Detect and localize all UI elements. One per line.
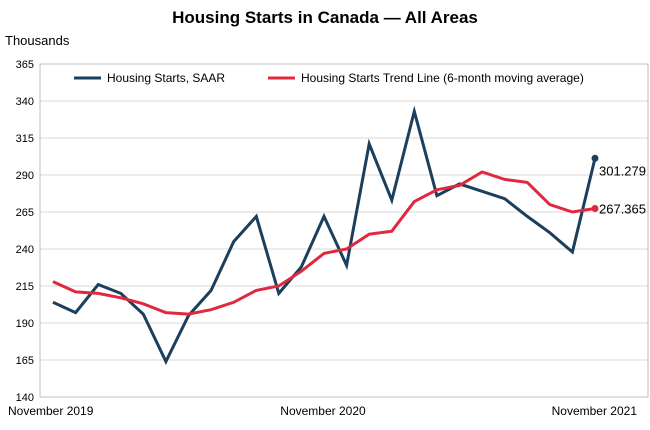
y-tick-label: 365 xyxy=(16,59,34,71)
y-tick-label: 290 xyxy=(16,170,34,182)
y-tick-label: 340 xyxy=(16,96,34,108)
x-tick-label: November 2021 xyxy=(552,404,638,418)
y-axis-unit-label: Thousands xyxy=(5,33,70,48)
x-tick-label: November 2020 xyxy=(280,404,366,418)
x-tick-label: November 2019 xyxy=(8,404,94,418)
series-end-value-label: 301.279 xyxy=(599,163,646,178)
y-tick-label: 165 xyxy=(16,355,34,367)
series-line-trend xyxy=(52,170,596,316)
legend-label: Housing Starts, SAAR xyxy=(107,71,225,85)
y-tick-label: 190 xyxy=(16,318,34,330)
series-end-marker xyxy=(591,154,599,162)
y-tick-label: 240 xyxy=(16,244,34,256)
y-tick-label: 265 xyxy=(16,207,34,219)
y-tick-label: 215 xyxy=(16,281,34,293)
legend-label: Housing Starts Trend Line (6-month movin… xyxy=(301,71,584,85)
chart-title: Housing Starts in Canada — All Areas xyxy=(172,8,478,27)
series-line-saar xyxy=(52,105,597,365)
y-tick-label: 315 xyxy=(16,133,34,145)
y-tick-label: 140 xyxy=(16,392,34,404)
plot-frame xyxy=(39,63,649,398)
series-end-value-label: 267.365 xyxy=(599,201,646,216)
series-end-marker xyxy=(591,204,599,212)
